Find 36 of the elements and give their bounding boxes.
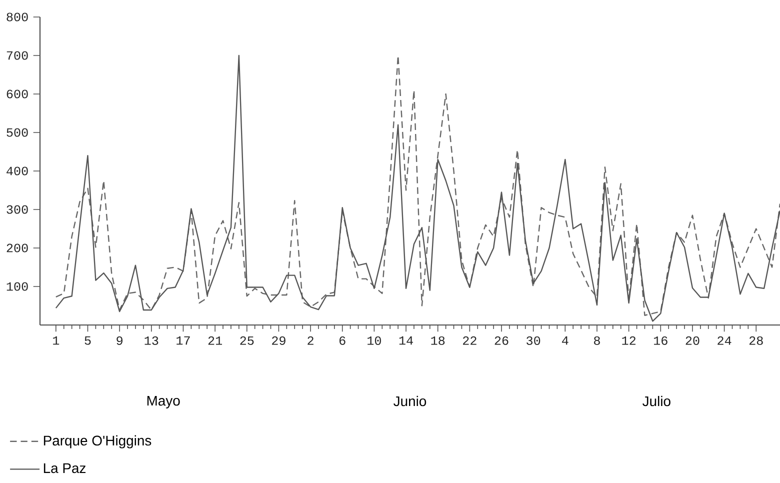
x-tick-label: 5: [84, 336, 91, 345]
x-tick-label: 28: [749, 336, 763, 345]
x-tick-label: 6: [340, 336, 346, 345]
y-tick-label: 600: [6, 90, 28, 98]
text: Junio: [394, 396, 426, 406]
x-tick-label: 18: [431, 336, 445, 345]
x-tick-label: 16: [654, 336, 668, 345]
x-tick-label: 10: [368, 336, 381, 345]
x-tick-label: 13: [144, 336, 158, 345]
x-tick-label: 24: [718, 336, 732, 345]
x-tick-label: 2: [308, 336, 314, 345]
y-tick-label: 200: [6, 244, 28, 252]
x-tick-label: 9: [116, 336, 122, 345]
x-tick-label: 29: [272, 336, 286, 345]
x-tick-label: 22: [462, 336, 476, 345]
legend-label: La Paz: [44, 463, 86, 474]
x-tick-label: 12: [622, 336, 636, 345]
text: Julio: [642, 396, 670, 406]
x-tick-label: 25: [240, 336, 254, 345]
x-tick-label: 20: [686, 336, 700, 345]
y-tick-label: 700: [6, 51, 28, 60]
x-tick-label: 1: [53, 336, 60, 345]
text: Mayo: [147, 396, 180, 408]
y-tick-label: 100: [6, 282, 28, 291]
x-tick-label: 30: [526, 336, 540, 345]
y-tick-label: 300: [6, 205, 28, 214]
y-tick-label: 500: [6, 128, 28, 137]
y-tick-label: 800: [6, 12, 28, 22]
legend-label: Parque O'Higgins: [44, 435, 152, 448]
x-tick-label: 17: [176, 336, 190, 345]
x-tick-label: 21: [208, 336, 222, 345]
x-tick-label: 14: [399, 336, 413, 345]
x-tick-label: 8: [594, 336, 600, 345]
x-tick-label: 4: [562, 336, 568, 345]
x-tick-label: 26: [494, 336, 508, 345]
y-tick-label: 400: [6, 166, 28, 176]
